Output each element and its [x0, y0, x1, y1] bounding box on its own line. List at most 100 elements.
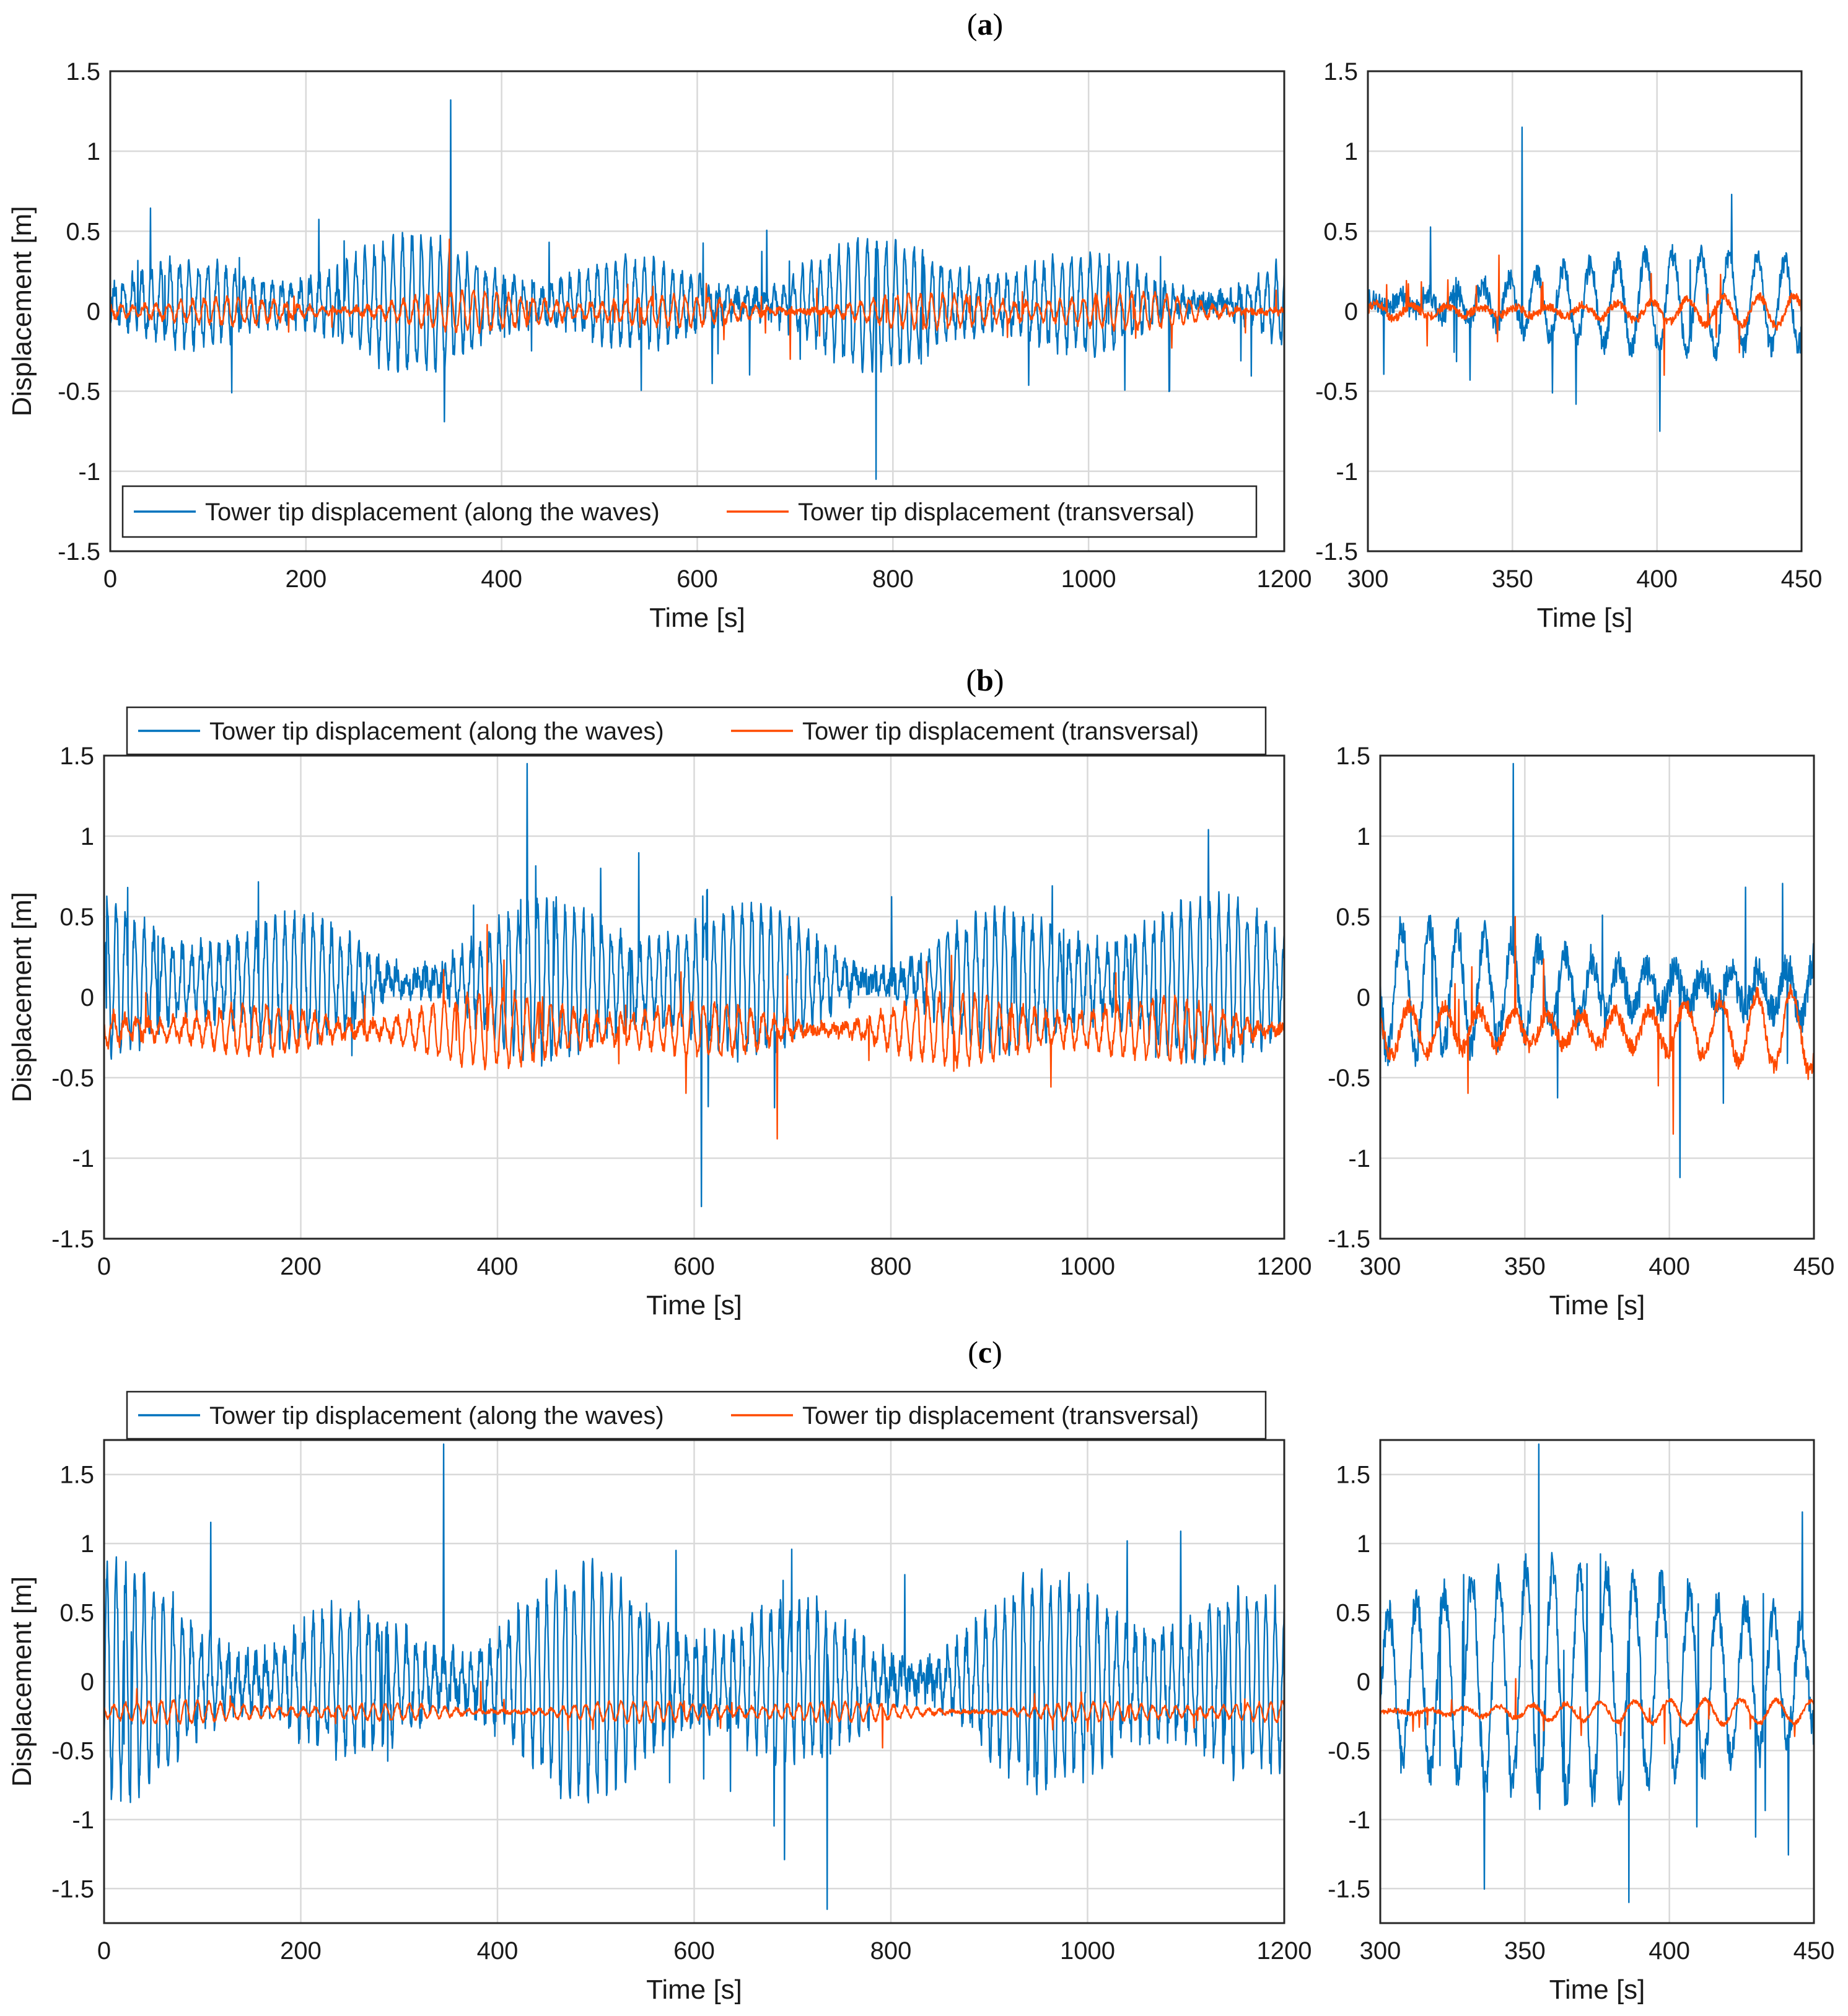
- series-transversal: [1368, 254, 1802, 376]
- x-tick-label: 1200: [1257, 1253, 1312, 1280]
- y-tick-label: 1.5: [59, 743, 94, 770]
- y-tick-label: 0: [1357, 1669, 1370, 1696]
- y-tick-label: 1.5: [1336, 1462, 1370, 1489]
- y-tick-label: 1.5: [66, 58, 100, 85]
- legend-entry: Tower tip displacement (transversal): [798, 499, 1194, 526]
- chart-b-zoom: 300 350 400 450 -1.5 -1 -0.5 0 0.5 1 1.5 Time [s]: [1328, 743, 1834, 1320]
- y-tick-label: -0.5: [58, 378, 100, 406]
- y-tick-label: -1.5: [58, 538, 100, 565]
- y-tick-label: -1: [1336, 458, 1358, 486]
- chart-b-full: 0 200 400 600 800 1000 1200 -1.5 -1 -0.5 0 0.5 1 1.5 T…: [7, 706, 1312, 1320]
- y-tick-label: 0.5: [59, 1600, 94, 1627]
- x-tick-label: 200: [280, 1253, 322, 1280]
- y-tick-label: -0.5: [51, 1737, 94, 1765]
- y-axis-label: Displacement [m]: [7, 206, 37, 417]
- x-tick-label: 600: [673, 1253, 715, 1280]
- axes-frame: [103, 754, 1285, 1240]
- y-tick-label: -1.5: [51, 1875, 94, 1903]
- axes-frame: [1379, 1439, 1815, 1924]
- x-tick-label: 800: [870, 1253, 912, 1280]
- y-tick-label: 0.5: [1336, 1600, 1370, 1627]
- y-tick-label: 1: [1357, 1530, 1370, 1558]
- x-tick-label: 400: [477, 1253, 519, 1280]
- y-tick-label: -0.5: [1328, 1065, 1370, 1092]
- series-group: [1368, 126, 1802, 432]
- legend-box: [126, 706, 1267, 756]
- x-tick-label: 300: [1360, 1253, 1401, 1280]
- legend-entry: Tower tip displacement (along the waves): [205, 499, 660, 526]
- axes-frame: [103, 1439, 1285, 1924]
- x-tick-label: 1200: [1257, 565, 1312, 593]
- axes-frame: [1367, 70, 1803, 552]
- y-tick-label: -1: [72, 1145, 94, 1172]
- x-tick-label: 600: [673, 1937, 715, 1965]
- y-tick-label: 0: [1344, 299, 1358, 326]
- x-axis-label: Time [s]: [646, 1290, 742, 1320]
- x-tick-label: 1000: [1061, 565, 1116, 593]
- panel-label-c: (c): [968, 1335, 1002, 1369]
- series-transversal: [1380, 1678, 1814, 1745]
- y-tick-label: 0.5: [66, 218, 100, 245]
- x-tick-label: 0: [103, 565, 117, 593]
- chart-c-full: 0 200 400 600 800 1000 1200 -1.5 -1 -0.5 0 0.5 1 1.5 T…: [7, 1390, 1312, 2005]
- series-transversal: [104, 923, 1284, 1140]
- x-axis-label: Time [s]: [649, 603, 745, 633]
- legend-entry: Tower tip displacement (transversal): [802, 718, 1199, 745]
- panel-label-a: (a): [967, 7, 1003, 41]
- x-axis-label: Time [s]: [1549, 1290, 1645, 1320]
- y-tick-label: 0: [1357, 984, 1370, 1011]
- y-tick-label: -1.5: [1328, 1226, 1370, 1253]
- y-tick-label: 0: [87, 299, 100, 326]
- legend-entry: Tower tip displacement (along the waves): [209, 1402, 664, 1429]
- legend-entry: Tower tip displacement (transversal): [802, 1402, 1199, 1429]
- x-tick-label: 0: [97, 1253, 111, 1280]
- y-tick-label: -0.5: [1315, 378, 1358, 406]
- y-tick-label: -0.5: [51, 1065, 94, 1092]
- y-tick-label: -1: [72, 1807, 94, 1834]
- axes-root: 0 200 400 600 800 1000 1200-1.5-1-0.500.511.5T…: [7, 58, 1834, 2005]
- y-tick-label: -1: [1348, 1145, 1370, 1172]
- x-tick-label: 400: [1636, 565, 1678, 593]
- x-tick-label: 400: [1649, 1937, 1690, 1965]
- x-tick-label: 300: [1360, 1937, 1401, 1965]
- x-tick-label: 0: [97, 1937, 111, 1965]
- x-tick-label: 200: [280, 1937, 322, 1965]
- y-tick-label: -1.5: [1328, 1875, 1370, 1903]
- series-group: [1380, 1443, 1814, 1903]
- y-axis-label: Displacement [m]: [7, 892, 37, 1102]
- axes-frame: [1379, 754, 1815, 1240]
- x-tick-label: 600: [677, 565, 718, 593]
- y-tick-label: 0: [81, 984, 94, 1011]
- y-tick-label: -0.5: [1328, 1737, 1370, 1765]
- legend: Tower tip displacement (along the waves)…: [126, 1390, 1267, 1440]
- panel-label-c-letter: c: [978, 1335, 992, 1369]
- series-along-the-waves: [1380, 762, 1814, 1179]
- x-tick-label: 350: [1492, 565, 1533, 593]
- x-tick-label: 450: [1781, 565, 1823, 593]
- y-tick-label: 1.5: [1336, 743, 1370, 770]
- chart-c-zoom: 300 350 400 450 -1.5 -1 -0.5 0 0.5 1 1.5 Time [s]: [1328, 1439, 1835, 2005]
- x-axis-label: Time [s]: [1549, 1975, 1645, 2005]
- legend: Tower tip displacement (along the waves)…: [126, 706, 1267, 756]
- legend-box: [121, 485, 1258, 538]
- x-tick-label: 1000: [1060, 1937, 1115, 1965]
- y-tick-label: 0.5: [1323, 218, 1358, 245]
- y-tick-label: 0.5: [59, 904, 94, 931]
- panel-label-a-letter: a: [978, 7, 993, 41]
- y-tick-label: -1: [1348, 1807, 1370, 1834]
- series-along-the-waves: [1380, 1443, 1814, 1903]
- x-tick-label: 300: [1347, 565, 1389, 593]
- x-tick-label: 450: [1793, 1937, 1835, 1965]
- series-group: [110, 99, 1284, 480]
- y-tick-label: 1: [1344, 138, 1358, 165]
- x-tick-label: 350: [1504, 1937, 1546, 1965]
- x-tick-label: 450: [1793, 1253, 1835, 1280]
- y-tick-label: 1.5: [59, 1462, 94, 1489]
- series-along-the-waves: [104, 762, 1284, 1208]
- series-group: [104, 762, 1284, 1208]
- x-tick-label: 1000: [1060, 1253, 1115, 1280]
- x-tick-label: 200: [285, 565, 326, 593]
- x-tick-label: 1200: [1257, 1937, 1312, 1965]
- axes-frame: [109, 70, 1285, 552]
- y-tick-label: 1.5: [1323, 58, 1358, 85]
